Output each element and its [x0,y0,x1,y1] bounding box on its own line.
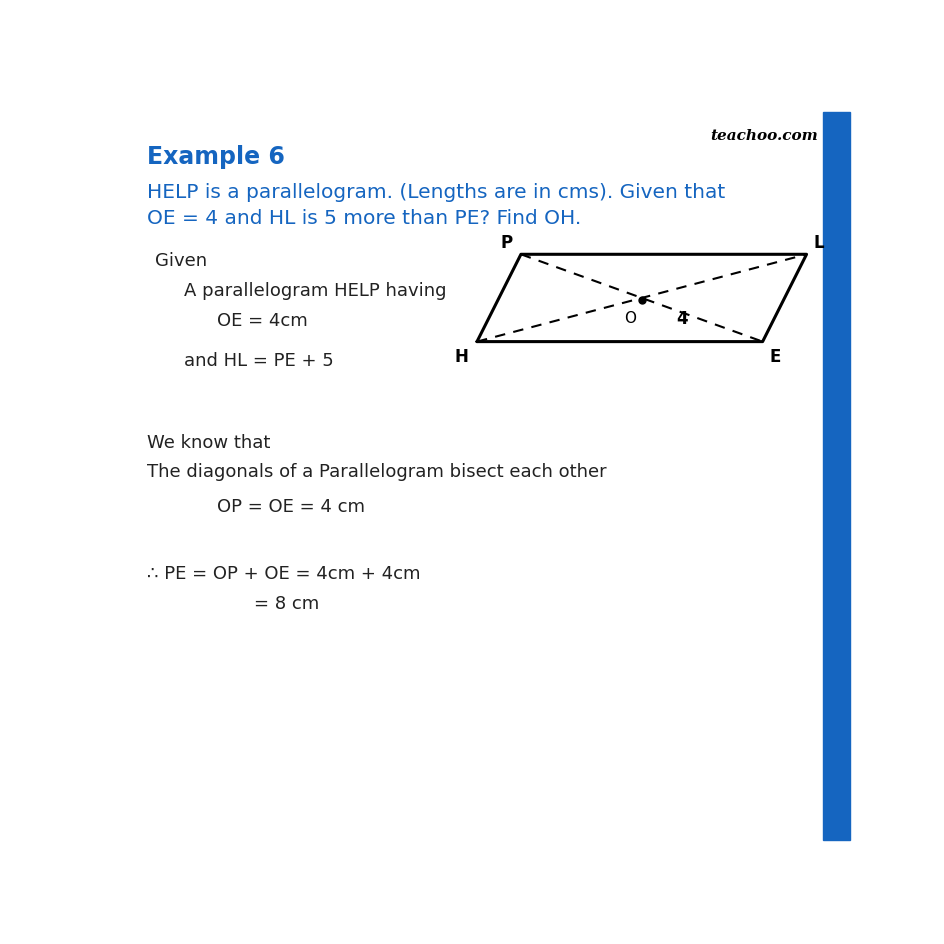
Text: The diagonals of a Parallelogram bisect each other: The diagonals of a Parallelogram bisect … [147,463,606,480]
Text: teachoo.com: teachoo.com [709,129,817,143]
Text: E: E [769,348,781,366]
Text: 4: 4 [676,310,687,328]
Text: ∴ PE = OP + OE = 4cm + 4cm: ∴ PE = OP + OE = 4cm + 4cm [147,564,420,582]
Text: Given: Given [155,251,207,269]
Text: and HL = PE + 5: and HL = PE + 5 [184,352,333,370]
Text: Example 6: Example 6 [147,144,285,169]
Text: O: O [623,311,635,326]
Text: = 8 cm: = 8 cm [253,595,318,613]
Text: HELP is a parallelogram. (Lengths are in cms). Given that: HELP is a parallelogram. (Lengths are in… [147,182,725,201]
Text: H: H [454,348,467,366]
Text: P: P [499,233,512,251]
Text: A parallelogram HELP having: A parallelogram HELP having [184,282,447,300]
Bar [822,113,850,840]
Text: OP = OE = 4 cm: OP = OE = 4 cm [217,497,364,515]
Text: OE = 4cm: OE = 4cm [217,312,308,329]
Text: L: L [813,233,823,251]
Text: We know that: We know that [147,433,271,451]
Text: OE = 4 and HL is 5 more than PE? Find OH.: OE = 4 and HL is 5 more than PE? Find OH… [147,210,582,228]
